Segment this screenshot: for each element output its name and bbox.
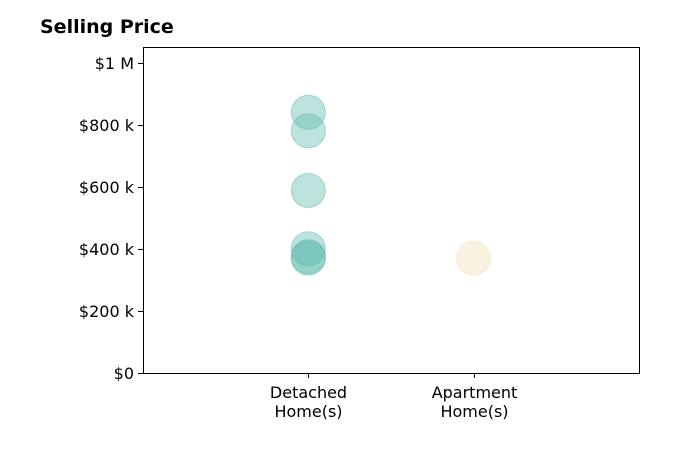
chart-title: Selling Price (40, 16, 174, 38)
data-point (456, 240, 492, 276)
points-layer (290, 94, 492, 276)
y-tick-label: $0 (114, 364, 134, 383)
y-axis: $0 $200 k $400 k $600 k $800 k $1 M (79, 54, 143, 383)
x-tick-label: Detached Home(s) (270, 383, 347, 421)
data-point (290, 240, 326, 276)
x-axis: Detached Home(s) Apartment Home(s) (270, 373, 517, 421)
plot-area-frame (143, 47, 640, 374)
y-tick-label: $400 k (79, 240, 135, 259)
data-point (290, 113, 326, 149)
data-point (290, 94, 326, 130)
y-tick-label: $1 M (95, 54, 134, 73)
y-tick-label: $800 k (79, 116, 135, 135)
x-tick-label: Apartment Home(s) (432, 383, 518, 421)
data-point (290, 172, 326, 208)
y-tick-label: $600 k (79, 178, 135, 197)
y-tick-label: $200 k (79, 302, 135, 321)
data-point (290, 231, 326, 267)
